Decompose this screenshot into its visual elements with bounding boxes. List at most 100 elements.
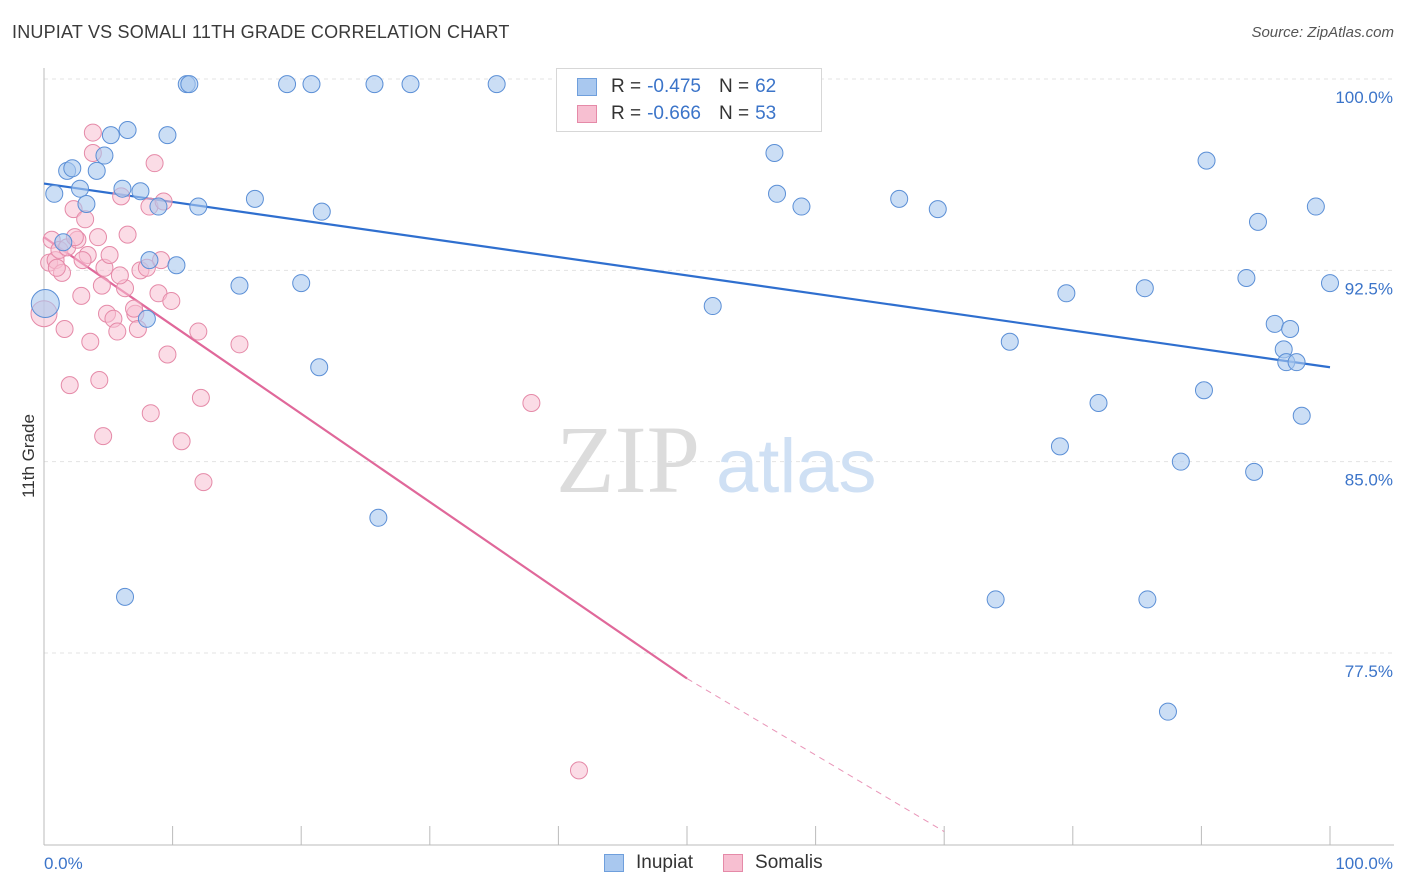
series-label-somalis: Somalis [755,852,823,873]
somalis-point [118,225,137,244]
inupiat-point [310,358,329,377]
legend-n-value: 62 [755,76,777,97]
legend-n-label: N = [718,76,750,97]
inupiat-point [365,75,384,94]
inupiat-point [1237,268,1256,287]
y-tick-label: 77.5% [1345,662,1393,681]
inupiat-point [1000,332,1019,351]
inupiat-point [1281,320,1300,339]
y-tick-label: 100.0% [1335,88,1393,107]
legend-r-label: R = [611,103,642,124]
inupiat-point [116,587,135,606]
inupiat-point [1245,462,1264,481]
series-legend-somalis[interactable]: Somalis [723,852,823,874]
inupiat-point [768,184,787,203]
legend-n-label: N = [718,103,750,124]
inupiat-point [137,309,156,328]
inupiat-point [1089,393,1108,412]
inupiat-point [189,197,208,216]
inupiat-point [87,161,106,180]
inupiat-point [1321,274,1339,293]
inupiat-point [101,126,120,145]
inupiat-point [149,197,168,216]
somalis-point [47,258,66,277]
somalis-point [73,251,92,270]
inupiat-point [312,202,331,221]
source-label: Source: ZipAtlas.com [1251,24,1394,41]
watermark: ZIP atlas [556,406,877,513]
x-tick-label-left: 0.0% [44,854,83,873]
inupiat-point [928,200,947,219]
inupiat-point [1138,590,1157,609]
somalis-point [230,335,249,354]
stats-legend: R = -0.475 N = 62 R = -0.666 N = 53 [556,68,822,132]
inupiat-point [792,197,811,216]
inupiat-point [292,274,311,293]
somalis-point [89,228,108,247]
inupiat-point [1287,353,1306,372]
inupiat-point [890,189,909,208]
somalis-point [162,291,181,310]
inupiat-point [140,251,159,270]
somalis-point [158,345,177,364]
somalis-trend-line [43,236,688,680]
inupiat-point [180,75,199,94]
somalis-point [141,404,160,423]
series-swatch-inupiat [604,854,624,872]
inupiat-point [30,288,60,318]
series-legend-inupiat[interactable]: Inupiat [604,852,693,874]
series-swatch-somalis [723,854,744,872]
legend-r-value: -0.475 [647,76,701,97]
series-legend: Inupiat Somalis [604,852,853,874]
inupiat-point [71,179,90,198]
legend-swatch-inupiat [577,78,597,96]
inupiat-point [1135,279,1154,298]
legend-r-value: -0.666 [647,103,701,124]
inupiat-point [77,195,96,214]
watermark-atlas: atlas [716,424,877,509]
somalis-point [194,473,213,492]
inupiat-point [765,143,784,162]
inupiat-point [113,179,132,198]
inupiat-point [703,297,722,316]
tick-labels: 100.0% 92.5% 85.0% 77.5% 0.0% 100.0% [44,88,1393,873]
inupiat-point [986,590,1005,609]
somalis-point [92,276,111,295]
somalis-point [81,332,100,351]
somalis-point [108,322,127,341]
somalis-point [90,371,109,390]
watermark-zip: ZIP [556,406,700,513]
somalis-point [522,393,541,412]
grid [44,78,1394,654]
inupiat-point [118,121,137,140]
chart-title: INUPIAT VS SOMALI 11TH GRADE CORRELATION… [12,22,510,42]
legend-row-inupiat: R = -0.475 N = 62 [577,75,776,99]
inupiat-point [1171,452,1190,471]
inupiat-point [1057,284,1076,303]
inupiat-point [1050,437,1069,456]
somalis-point [76,210,95,229]
inupiat-trend-line [43,182,1331,369]
inupiat-point [1292,406,1311,425]
inupiat-point [131,182,150,201]
inupiat-point [401,75,420,94]
somalis-trend-extension [686,678,945,833]
somalis-point [83,123,102,142]
inupiat-point [1306,197,1325,216]
inupiat-point [487,75,506,94]
somalis-point [172,432,191,451]
y-tick-label: 92.5% [1345,279,1393,298]
inupiat-point [95,146,114,165]
somalis-point [72,286,91,305]
x-tick-label-right: 100.0% [1335,854,1393,873]
series-label-inupiat: Inupiat [636,852,694,873]
inupiat-point [278,75,297,94]
somalis-point [189,322,208,341]
somalis-point [569,761,588,780]
inupiat-point [245,189,264,208]
somalis-point [60,376,79,395]
inupiat-point [1158,702,1177,721]
somalis-point [191,388,210,407]
inupiat-point [1197,151,1216,170]
